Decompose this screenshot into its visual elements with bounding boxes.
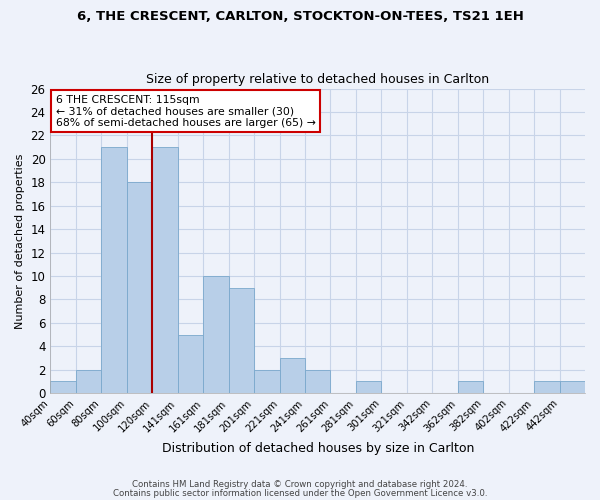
Text: Contains HM Land Registry data © Crown copyright and database right 2024.: Contains HM Land Registry data © Crown c… <box>132 480 468 489</box>
Bar <box>127 182 152 393</box>
Bar <box>305 370 331 393</box>
Bar <box>534 382 560 393</box>
Bar <box>229 288 254 393</box>
X-axis label: Distribution of detached houses by size in Carlton: Distribution of detached houses by size … <box>161 442 474 455</box>
Bar <box>254 370 280 393</box>
Bar <box>458 382 483 393</box>
Text: 6 THE CRESCENT: 115sqm
← 31% of detached houses are smaller (30)
68% of semi-det: 6 THE CRESCENT: 115sqm ← 31% of detached… <box>56 94 316 128</box>
Text: Contains public sector information licensed under the Open Government Licence v3: Contains public sector information licen… <box>113 488 487 498</box>
Bar <box>50 382 76 393</box>
Bar <box>101 147 127 393</box>
Text: 6, THE CRESCENT, CARLTON, STOCKTON-ON-TEES, TS21 1EH: 6, THE CRESCENT, CARLTON, STOCKTON-ON-TE… <box>77 10 523 23</box>
Bar <box>280 358 305 393</box>
Bar <box>76 370 101 393</box>
Bar <box>152 147 178 393</box>
Bar <box>178 334 203 393</box>
Bar <box>560 382 585 393</box>
Bar <box>203 276 229 393</box>
Y-axis label: Number of detached properties: Number of detached properties <box>15 153 25 328</box>
Bar <box>356 382 382 393</box>
Title: Size of property relative to detached houses in Carlton: Size of property relative to detached ho… <box>146 73 489 86</box>
